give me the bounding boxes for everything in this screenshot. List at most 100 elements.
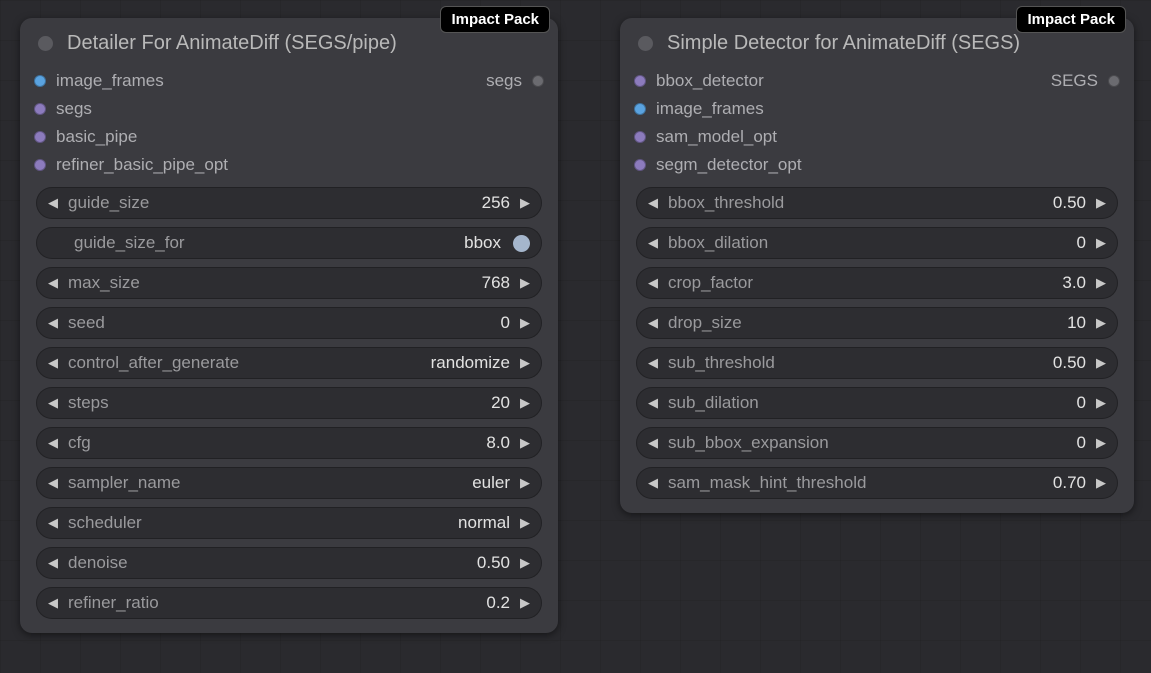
widget-value[interactable]: 0.50	[1053, 193, 1086, 213]
port-dot-icon[interactable]	[532, 75, 544, 87]
widget-sub-bbox-expansion[interactable]: ◀sub_bbox_expansion0▶	[636, 427, 1118, 459]
widget-guide-size[interactable]: ◀guide_size256▶	[36, 187, 542, 219]
widget-max-size[interactable]: ◀max_size768▶	[36, 267, 542, 299]
increment-arrow-icon[interactable]: ▶	[1094, 395, 1108, 411]
decrement-arrow-icon[interactable]: ◀	[46, 475, 60, 491]
widget-sub-threshold[interactable]: ◀sub_threshold0.50▶	[636, 347, 1118, 379]
increment-arrow-icon[interactable]: ▶	[518, 195, 532, 211]
input-port[interactable]: image_frames	[634, 95, 1120, 123]
widget-value[interactable]: 8.0	[486, 433, 510, 453]
widget-value[interactable]: 0.2	[486, 593, 510, 613]
widget-value[interactable]: 0	[1077, 433, 1086, 453]
increment-arrow-icon[interactable]: ▶	[518, 515, 532, 531]
increment-arrow-icon[interactable]: ▶	[518, 555, 532, 571]
output-port[interactable]: segs	[486, 67, 544, 95]
widget-value[interactable]: 0	[1077, 393, 1086, 413]
port-dot-icon[interactable]	[34, 131, 46, 143]
decrement-arrow-icon[interactable]: ◀	[46, 275, 60, 291]
widget-value[interactable]: 768	[482, 273, 510, 293]
widget-value[interactable]: 10	[1067, 313, 1086, 333]
widget-value[interactable]: 20	[491, 393, 510, 413]
decrement-arrow-icon[interactable]: ◀	[646, 475, 660, 491]
widget-value[interactable]: 0.70	[1053, 473, 1086, 493]
decrement-arrow-icon[interactable]: ◀	[646, 395, 660, 411]
decrement-arrow-icon[interactable]: ◀	[646, 235, 660, 251]
decrement-arrow-icon[interactable]: ◀	[646, 275, 660, 291]
collapse-toggle-icon[interactable]	[638, 36, 653, 51]
widget-value[interactable]: 0.50	[1053, 353, 1086, 373]
widget-value[interactable]: normal	[458, 513, 510, 533]
widget-refiner-ratio[interactable]: ◀refiner_ratio0.2▶	[36, 587, 542, 619]
port-dot-icon[interactable]	[34, 75, 46, 87]
port-dot-icon[interactable]	[634, 159, 646, 171]
input-port[interactable]: refiner_basic_pipe_opt	[34, 151, 544, 179]
increment-arrow-icon[interactable]: ▶	[1094, 235, 1108, 251]
widget-crop-factor[interactable]: ◀crop_factor3.0▶	[636, 267, 1118, 299]
input-port[interactable]: bbox_detector	[634, 67, 1120, 95]
widget-value[interactable]: 3.0	[1062, 273, 1086, 293]
port-dot-icon[interactable]	[1108, 75, 1120, 87]
increment-arrow-icon[interactable]: ▶	[518, 395, 532, 411]
widget-guide-size-for[interactable]: ◀guide_size_forbbox	[36, 227, 542, 259]
decrement-arrow-icon[interactable]: ◀	[46, 435, 60, 451]
decrement-arrow-icon[interactable]: ◀	[46, 355, 60, 371]
increment-arrow-icon[interactable]: ▶	[1094, 475, 1108, 491]
port-dot-icon[interactable]	[34, 159, 46, 171]
increment-arrow-icon[interactable]: ▶	[518, 315, 532, 331]
input-port[interactable]: segm_detector_opt	[634, 151, 1120, 179]
widget-seed[interactable]: ◀seed0▶	[36, 307, 542, 339]
widget-drop-size[interactable]: ◀drop_size10▶	[636, 307, 1118, 339]
widget-sampler-name[interactable]: ◀sampler_nameeuler▶	[36, 467, 542, 499]
toggle-knob-icon[interactable]	[513, 235, 530, 252]
decrement-arrow-icon[interactable]: ◀	[46, 595, 60, 611]
increment-arrow-icon[interactable]: ▶	[518, 475, 532, 491]
widget-sam-mask-hint-threshold[interactable]: ◀sam_mask_hint_threshold0.70▶	[636, 467, 1118, 499]
widget-bbox-threshold[interactable]: ◀bbox_threshold0.50▶	[636, 187, 1118, 219]
increment-arrow-icon[interactable]: ▶	[518, 275, 532, 291]
decrement-arrow-icon[interactable]: ◀	[46, 395, 60, 411]
decrement-arrow-icon[interactable]: ◀	[646, 195, 660, 211]
widget-label: denoise	[68, 553, 477, 573]
decrement-arrow-icon[interactable]: ◀	[646, 315, 660, 331]
widget-value[interactable]: euler	[472, 473, 510, 493]
increment-arrow-icon[interactable]: ▶	[518, 595, 532, 611]
increment-arrow-icon[interactable]: ▶	[1094, 315, 1108, 331]
decrement-arrow-icon[interactable]: ◀	[646, 435, 660, 451]
input-port[interactable]: image_frames	[34, 67, 544, 95]
output-port[interactable]: SEGS	[1051, 67, 1120, 95]
increment-arrow-icon[interactable]: ▶	[1094, 275, 1108, 291]
increment-arrow-icon[interactable]: ▶	[1094, 195, 1108, 211]
widget-sub-dilation[interactable]: ◀sub_dilation0▶	[636, 387, 1118, 419]
node-detailer[interactable]: Impact PackDetailer For AnimateDiff (SEG…	[20, 18, 558, 633]
port-dot-icon[interactable]	[634, 131, 646, 143]
port-dot-icon[interactable]	[34, 103, 46, 115]
widget-value[interactable]: 256	[482, 193, 510, 213]
input-port[interactable]: segs	[34, 95, 544, 123]
widget-steps[interactable]: ◀steps20▶	[36, 387, 542, 419]
increment-arrow-icon[interactable]: ▶	[518, 355, 532, 371]
increment-arrow-icon[interactable]: ▶	[1094, 355, 1108, 371]
widget-control-after-generate[interactable]: ◀control_after_generaterandomize▶	[36, 347, 542, 379]
widget-denoise[interactable]: ◀ denoise0.50 ▶	[36, 547, 542, 579]
widget-value[interactable]: randomize	[431, 353, 510, 373]
decrement-arrow-icon[interactable]: ◀	[46, 195, 60, 211]
widget-scheduler[interactable]: ◀schedulernormal▶	[36, 507, 542, 539]
widget-cfg[interactable]: ◀cfg8.0▶	[36, 427, 542, 459]
input-port[interactable]: sam_model_opt	[634, 123, 1120, 151]
decrement-arrow-icon[interactable]: ◀	[46, 555, 60, 571]
node-detector[interactable]: Impact PackSimple Detector for AnimateDi…	[620, 18, 1134, 513]
increment-arrow-icon[interactable]: ▶	[518, 435, 532, 451]
port-dot-icon[interactable]	[634, 103, 646, 115]
port-dot-icon[interactable]	[634, 75, 646, 87]
widget-bbox-dilation[interactable]: ◀bbox_dilation0▶	[636, 227, 1118, 259]
collapse-toggle-icon[interactable]	[38, 36, 53, 51]
decrement-arrow-icon[interactable]: ◀	[46, 515, 60, 531]
widget-value[interactable]: 0	[1077, 233, 1086, 253]
widget-value[interactable]: 0.50	[477, 553, 510, 573]
increment-arrow-icon[interactable]: ▶	[1094, 435, 1108, 451]
decrement-arrow-icon[interactable]: ◀	[46, 315, 60, 331]
widget-value[interactable]: 0	[501, 313, 510, 333]
decrement-arrow-icon[interactable]: ◀	[646, 355, 660, 371]
input-port[interactable]: basic_pipe	[34, 123, 544, 151]
widget-value[interactable]: bbox	[464, 233, 501, 253]
